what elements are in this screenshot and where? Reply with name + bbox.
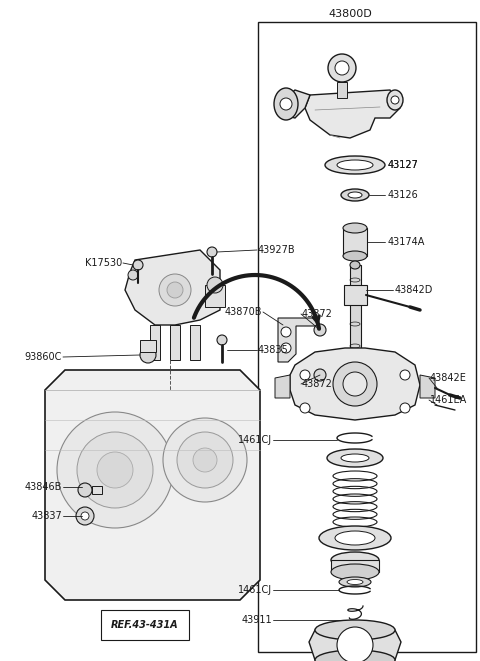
Circle shape <box>333 362 377 406</box>
Polygon shape <box>283 90 310 118</box>
Circle shape <box>81 512 89 520</box>
Circle shape <box>207 277 223 293</box>
Ellipse shape <box>331 552 379 568</box>
Circle shape <box>281 343 291 353</box>
Ellipse shape <box>274 88 298 120</box>
Text: 43846B: 43846B <box>24 482 62 492</box>
Circle shape <box>159 274 191 306</box>
Bar <box>150 325 160 360</box>
Bar <box>258 22 476 652</box>
Circle shape <box>300 403 310 413</box>
Text: 43126: 43126 <box>388 190 419 200</box>
Bar <box>344 285 367 305</box>
Ellipse shape <box>350 261 360 269</box>
Circle shape <box>337 627 373 661</box>
Ellipse shape <box>337 160 373 170</box>
Ellipse shape <box>339 577 371 587</box>
Bar <box>337 82 347 98</box>
Polygon shape <box>125 250 220 325</box>
Circle shape <box>163 418 247 502</box>
Ellipse shape <box>341 189 369 201</box>
Circle shape <box>207 247 217 257</box>
Circle shape <box>280 98 292 110</box>
Circle shape <box>97 452 133 488</box>
Circle shape <box>167 282 183 298</box>
Text: 43842D: 43842D <box>395 285 433 295</box>
Circle shape <box>281 327 291 337</box>
Circle shape <box>133 260 143 270</box>
Ellipse shape <box>335 531 375 545</box>
Circle shape <box>57 412 173 528</box>
Ellipse shape <box>325 156 385 174</box>
Bar <box>331 560 379 572</box>
Circle shape <box>343 372 367 396</box>
Text: 43835: 43835 <box>258 345 289 355</box>
Ellipse shape <box>315 620 395 640</box>
Circle shape <box>314 324 326 336</box>
Text: 93860C: 93860C <box>24 352 62 362</box>
Text: 43800D: 43800D <box>328 9 372 19</box>
Text: 1461CJ: 1461CJ <box>238 435 272 445</box>
Circle shape <box>78 483 92 497</box>
Circle shape <box>128 270 138 280</box>
Text: 43837: 43837 <box>31 511 62 521</box>
Ellipse shape <box>387 90 403 110</box>
Ellipse shape <box>348 192 362 198</box>
Text: 43127: 43127 <box>388 160 419 170</box>
Bar <box>170 325 180 360</box>
Ellipse shape <box>319 526 391 550</box>
Polygon shape <box>309 630 401 660</box>
Bar <box>350 265 361 395</box>
Text: 1461CJ: 1461CJ <box>238 585 272 595</box>
Ellipse shape <box>343 251 367 261</box>
Text: 43842E: 43842E <box>430 373 467 383</box>
Text: 43174A: 43174A <box>388 237 425 247</box>
Circle shape <box>217 335 227 345</box>
Circle shape <box>140 347 156 363</box>
Circle shape <box>335 61 349 75</box>
Text: REF.43-431A: REF.43-431A <box>111 620 179 630</box>
Circle shape <box>177 432 233 488</box>
Bar <box>190 325 200 360</box>
Circle shape <box>193 448 217 472</box>
Bar <box>205 285 225 307</box>
Bar <box>92 486 102 494</box>
Polygon shape <box>278 318 318 362</box>
Text: 43911: 43911 <box>241 615 272 625</box>
Circle shape <box>300 370 310 380</box>
Polygon shape <box>305 90 400 138</box>
Text: 43870B: 43870B <box>225 307 262 317</box>
Text: 43872: 43872 <box>302 309 333 319</box>
Ellipse shape <box>343 223 367 233</box>
Text: 43927B: 43927B <box>258 245 296 255</box>
Text: K17530: K17530 <box>85 258 122 268</box>
Bar <box>343 228 367 256</box>
Polygon shape <box>275 375 290 398</box>
Ellipse shape <box>327 449 383 467</box>
Ellipse shape <box>347 580 363 584</box>
Text: 1461EA: 1461EA <box>430 395 467 405</box>
Ellipse shape <box>315 650 395 661</box>
Polygon shape <box>420 375 435 398</box>
Text: 43872: 43872 <box>302 379 333 389</box>
Circle shape <box>314 369 326 381</box>
Circle shape <box>328 54 356 82</box>
Polygon shape <box>290 348 420 420</box>
Bar <box>140 340 156 352</box>
Text: 43127: 43127 <box>388 160 419 170</box>
Circle shape <box>400 403 410 413</box>
Ellipse shape <box>331 564 379 580</box>
Ellipse shape <box>341 454 369 462</box>
Polygon shape <box>45 370 260 600</box>
Circle shape <box>76 507 94 525</box>
Circle shape <box>391 96 399 104</box>
Circle shape <box>77 432 153 508</box>
Circle shape <box>400 370 410 380</box>
